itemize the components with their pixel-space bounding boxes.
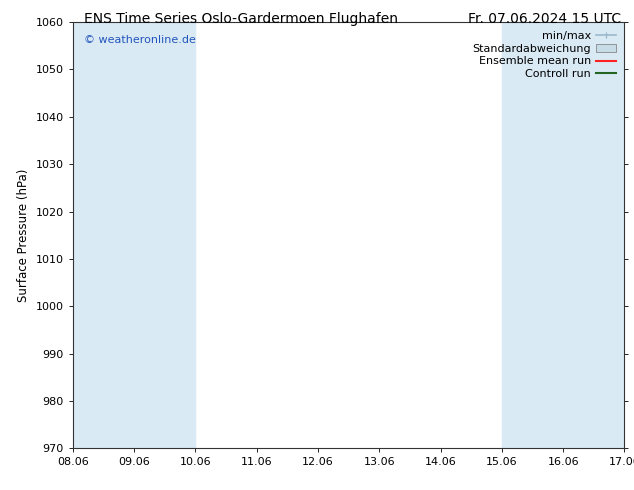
Text: Fr. 07.06.2024 15 UTC: Fr. 07.06.2024 15 UTC: [468, 12, 621, 26]
Legend: min/max, Standardabweichung, Ensemble mean run, Controll run: min/max, Standardabweichung, Ensemble me…: [469, 27, 619, 83]
Y-axis label: Surface Pressure (hPa): Surface Pressure (hPa): [17, 169, 30, 302]
Text: ENS Time Series Oslo-Gardermoen Flughafen: ENS Time Series Oslo-Gardermoen Flughafe…: [84, 12, 398, 26]
Text: © weatheronline.de: © weatheronline.de: [84, 35, 196, 45]
Bar: [73, 22, 195, 448]
Bar: [502, 22, 624, 448]
